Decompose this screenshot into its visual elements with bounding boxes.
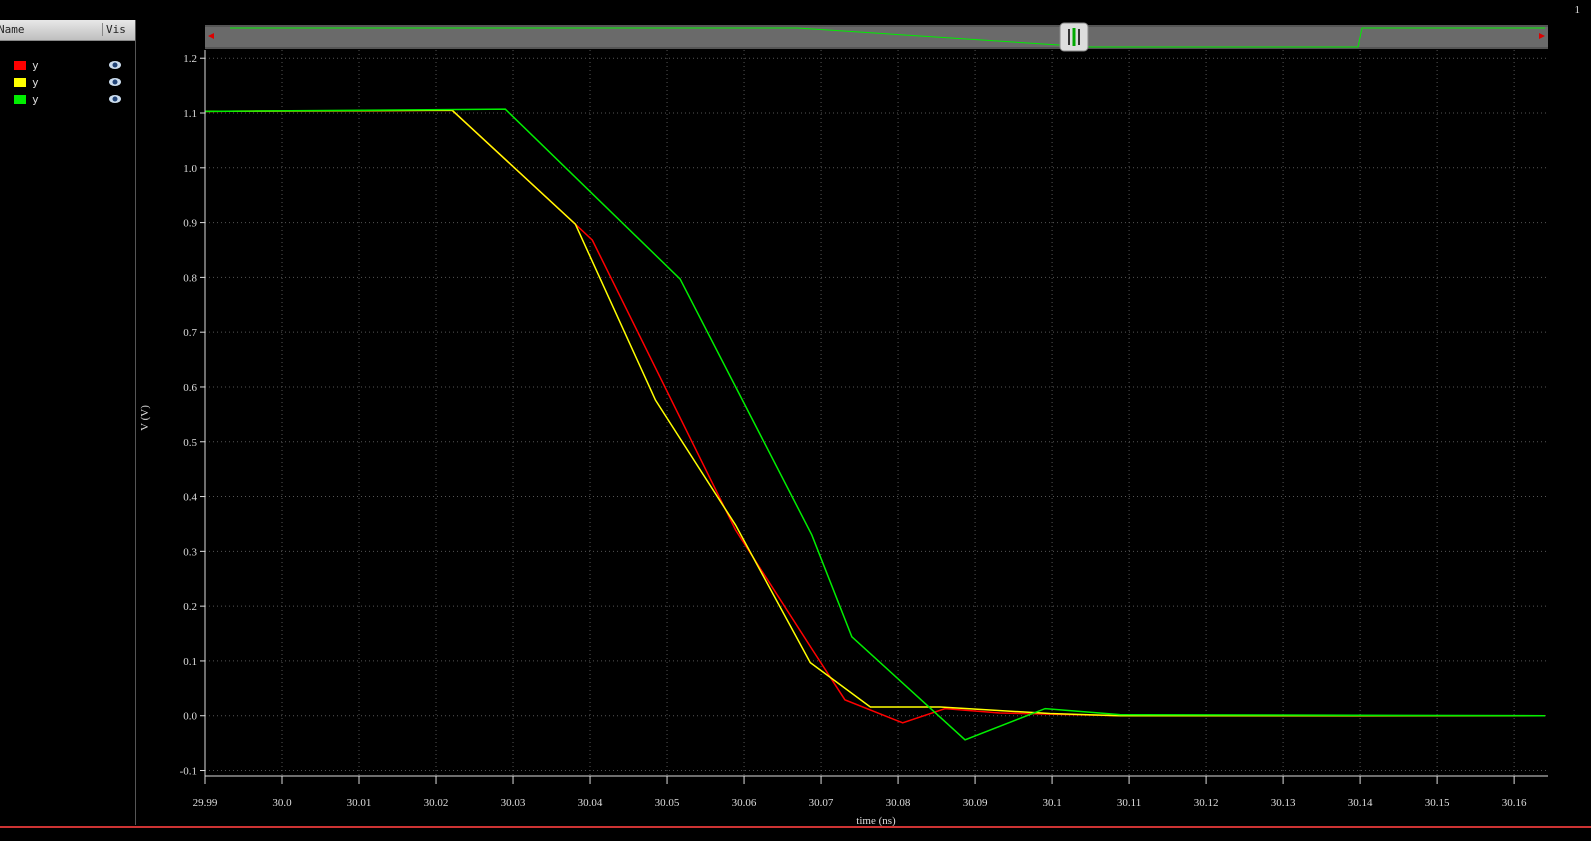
- scroll-right[interactable]: [1539, 33, 1545, 39]
- y-tick-label: 0.9: [183, 218, 197, 230]
- y-tick-label: 0.1: [183, 656, 197, 668]
- y-tick-label: 0.5: [183, 437, 197, 449]
- x-tick-label: 30.03: [501, 797, 526, 809]
- visibility-toggle[interactable]: [108, 77, 122, 87]
- visibility-toggle[interactable]: [108, 60, 122, 70]
- signal-color: [14, 78, 26, 87]
- x-tick-label: 30.13: [1271, 797, 1296, 809]
- x-tick-label: 29.99: [193, 797, 218, 809]
- x-tick-label: 30.01: [347, 797, 372, 809]
- y-tick-label: 0.8: [183, 272, 197, 284]
- x-tick-label: 30.12: [1194, 797, 1219, 809]
- y-tick-label: -0.1: [180, 766, 197, 778]
- x-tick-label: 30.11: [1117, 797, 1141, 809]
- eye-pupil: [112, 62, 118, 68]
- x-tick-label: 30.14: [1348, 797, 1373, 809]
- y-tick-label: 0.2: [183, 601, 197, 613]
- y-tick-label: 0.0: [183, 711, 197, 723]
- signal-name: y: [32, 93, 39, 106]
- signal-name: y: [32, 59, 39, 72]
- signal-trace: [204, 109, 1545, 717]
- header-name: Name: [0, 23, 25, 36]
- overview-trace: [230, 27, 1545, 48]
- eye-pupil: [112, 79, 118, 85]
- x-axis-label: time (ns): [856, 815, 896, 827]
- x-tick-label: 30.16: [1502, 797, 1527, 809]
- x-tick-label: 30.02: [424, 797, 449, 809]
- signal-trace: [204, 109, 1545, 724]
- panel-header: Name Vis: [0, 20, 135, 41]
- x-tick-label: 30.1: [1042, 797, 1061, 809]
- signal-color: [14, 95, 26, 104]
- signal-trace: [204, 108, 1545, 741]
- visibility-toggle[interactable]: [108, 94, 122, 104]
- overview-track: [205, 27, 1548, 47]
- header-vis: Vis: [102, 23, 126, 36]
- y-tick-label: 0.7: [183, 327, 197, 339]
- signal-row[interactable]: y: [0, 92, 135, 108]
- y-axis-label: V (V): [139, 405, 151, 431]
- y-tick-label: 1.2: [183, 53, 197, 65]
- x-tick-label: 30.0: [272, 797, 292, 809]
- x-tick-label: 30.06: [732, 797, 757, 809]
- scroll-left[interactable]: [208, 33, 214, 39]
- window-number: 1: [1575, 4, 1581, 16]
- signal-row[interactable]: y: [0, 58, 135, 74]
- x-tick-label: 30.15: [1425, 797, 1450, 809]
- x-tick-label: 30.05: [655, 797, 680, 809]
- y-tick-label: 1.0: [183, 163, 197, 175]
- signal-color: [14, 61, 26, 70]
- signal-name: y: [32, 76, 39, 89]
- y-tick-label: 1.1: [183, 108, 197, 120]
- x-tick-label: 30.07: [809, 797, 834, 809]
- y-tick-label: 0.6: [183, 382, 197, 394]
- x-tick-label: 30.08: [886, 797, 911, 809]
- y-tick-label: 0.3: [183, 546, 197, 558]
- eye-pupil: [112, 96, 118, 102]
- y-tick-label: 0.4: [183, 492, 197, 504]
- x-tick-label: 30.04: [578, 797, 603, 809]
- x-tick-label: 30.09: [963, 797, 988, 809]
- signal-row[interactable]: y: [0, 75, 135, 91]
